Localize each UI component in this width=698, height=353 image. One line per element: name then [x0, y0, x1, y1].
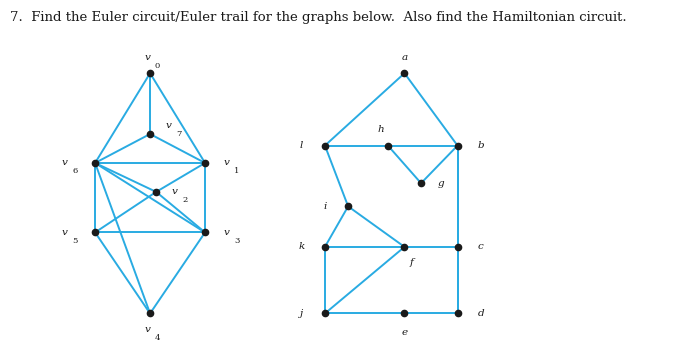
Text: h: h — [378, 125, 385, 134]
Text: v: v — [223, 158, 230, 167]
Text: d: d — [477, 309, 484, 318]
Text: v: v — [61, 228, 68, 237]
Text: b: b — [477, 141, 484, 150]
Text: 3: 3 — [234, 237, 239, 245]
Text: v: v — [144, 53, 150, 62]
Text: v: v — [172, 187, 177, 196]
Text: a: a — [401, 53, 408, 62]
Text: j: j — [300, 309, 304, 318]
Text: 2: 2 — [182, 196, 187, 204]
Text: 7: 7 — [176, 130, 181, 138]
Text: c: c — [478, 243, 484, 251]
Text: 4: 4 — [155, 334, 160, 342]
Text: v: v — [144, 325, 150, 334]
Text: 5: 5 — [72, 237, 77, 245]
Text: 6: 6 — [72, 167, 77, 175]
Text: 1: 1 — [234, 167, 239, 175]
Text: g: g — [438, 179, 444, 188]
Text: 7.  Find the Euler circuit/Euler trail for the graphs below.  Also find the Hami: 7. Find the Euler circuit/Euler trail fo… — [10, 11, 627, 24]
Text: l: l — [300, 141, 304, 150]
Text: v: v — [61, 158, 68, 167]
Text: i: i — [323, 202, 327, 211]
Text: v: v — [165, 121, 172, 130]
Text: f: f — [409, 258, 413, 267]
Text: 0: 0 — [155, 62, 160, 70]
Text: v: v — [223, 228, 230, 237]
Text: e: e — [401, 328, 408, 337]
Text: k: k — [299, 243, 305, 251]
